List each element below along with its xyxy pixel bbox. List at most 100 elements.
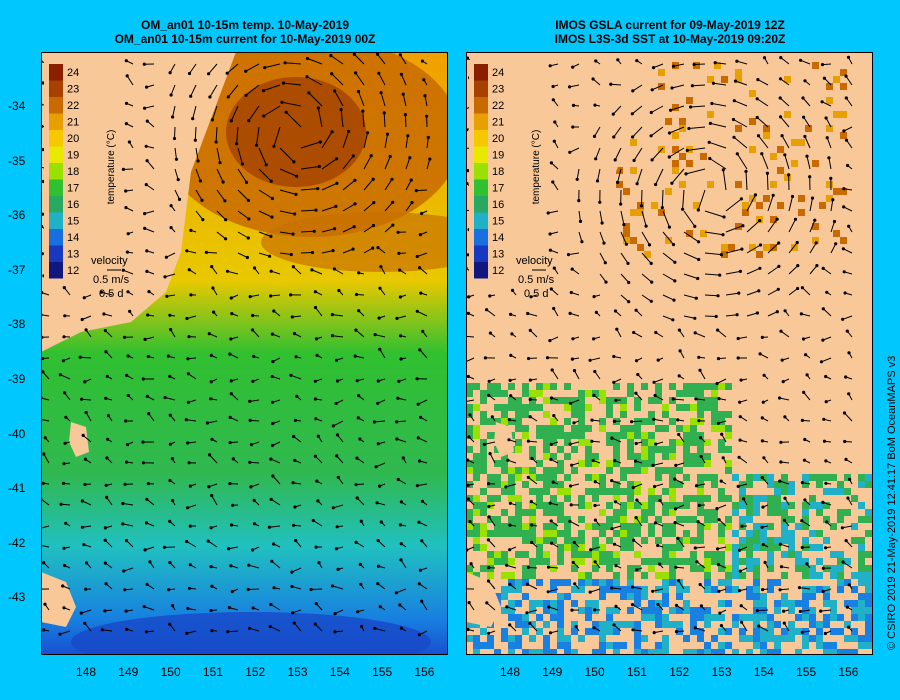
current-arrow-head <box>185 316 189 321</box>
current-arrow-head <box>568 311 572 315</box>
sst-pixel <box>753 495 760 502</box>
right-colorbar-tick: 24 <box>492 67 504 79</box>
sst-pixel <box>508 404 515 411</box>
sst-pixel <box>781 593 788 600</box>
current-arrow <box>809 198 813 212</box>
current-arrow-head <box>193 138 197 142</box>
current-arrow-head <box>696 208 700 212</box>
sst-pixel <box>501 509 508 516</box>
sst-pixel <box>798 139 805 146</box>
sst-pixel <box>788 488 795 495</box>
current-arrow-head <box>526 311 530 316</box>
sst-pixel <box>753 558 760 565</box>
sst-pixel <box>704 383 711 390</box>
sst-pixel <box>718 495 725 502</box>
left-colorbar-swatch <box>49 113 63 130</box>
current-arrow-head <box>83 457 87 461</box>
sst-pixel <box>620 432 627 439</box>
sst-pixel <box>613 572 620 579</box>
current-arrow-head <box>755 115 759 120</box>
current-arrow <box>194 126 197 141</box>
sst-pixel <box>711 474 718 481</box>
current-arrow-head <box>824 374 828 379</box>
sst-pixel <box>599 579 606 586</box>
current-arrow <box>662 315 673 321</box>
current-arrow-head <box>693 546 697 550</box>
current-arrow <box>699 369 706 380</box>
sst-pixel <box>760 593 767 600</box>
sst-pixel <box>858 600 865 607</box>
current-arrow <box>611 437 622 443</box>
current-arrow-head <box>677 374 681 378</box>
current-arrow-head <box>395 420 399 424</box>
left-current-arrows <box>41 52 432 637</box>
right-velocity-time: 0.5 d <box>524 288 548 300</box>
current-arrow-head <box>552 414 556 418</box>
sst-pixel <box>833 188 840 195</box>
sst-pixel <box>571 425 578 432</box>
current-arrow-head <box>684 172 688 176</box>
current-arrow-head <box>842 411 847 415</box>
current-arrow-head <box>121 167 125 171</box>
current-arrow <box>745 171 748 191</box>
current-arrow-head <box>143 226 147 230</box>
right-colorbar-tick: 19 <box>492 150 504 162</box>
current-arrow-head <box>395 316 399 320</box>
current-arrow-head <box>289 293 293 297</box>
current-arrow-head <box>673 507 678 511</box>
current-arrow-head <box>486 538 490 542</box>
sst-pixel <box>529 635 536 642</box>
sst-pixel <box>557 558 564 565</box>
current-arrow <box>806 156 811 170</box>
sst-pixel <box>466 404 473 411</box>
current-arrow-head <box>396 396 400 400</box>
current-arrow <box>258 168 272 182</box>
current-arrow-head <box>796 286 800 291</box>
sst-pixel <box>739 635 746 642</box>
current-arrow <box>227 84 239 98</box>
sst-pixel <box>571 544 578 551</box>
sst-pixel <box>529 600 536 607</box>
sst-pixel <box>823 502 830 509</box>
sst-pixel <box>774 635 781 642</box>
current-arrow <box>190 84 197 97</box>
current-arrow <box>725 248 743 254</box>
sst-pixel <box>501 488 508 495</box>
sst-pixel <box>466 621 473 628</box>
current-arrow-head <box>577 199 581 203</box>
current-arrow-head <box>613 459 617 463</box>
sst-pixel <box>704 558 711 565</box>
current-arrow <box>237 231 249 239</box>
current-arrow <box>186 541 197 548</box>
sst-pixel <box>515 467 522 474</box>
current-arrow-head <box>823 631 827 636</box>
sst-pixel <box>599 551 606 558</box>
sst-pixel <box>676 593 683 600</box>
current-arrow-head <box>123 482 127 486</box>
current-arrow-head <box>488 294 492 298</box>
sst-pixel <box>781 481 788 488</box>
sst-pixel <box>648 446 655 453</box>
sst-pixel <box>788 621 795 628</box>
current-arrow-head <box>105 495 109 499</box>
sst-pixel <box>522 628 529 635</box>
current-arrow <box>704 231 724 236</box>
current-arrow-head <box>508 523 512 527</box>
sst-pixel <box>494 418 501 425</box>
current-arrow <box>80 356 92 359</box>
current-arrow <box>809 242 817 254</box>
right-current-arrows <box>466 55 853 636</box>
current-arrow-head <box>295 394 299 398</box>
current-arrow-head <box>419 291 423 295</box>
sst-pixel <box>865 565 872 572</box>
sst-pixel <box>697 383 704 390</box>
current-arrow-head <box>528 397 532 402</box>
sst-pixel <box>543 411 550 418</box>
current-arrow <box>354 54 365 65</box>
sst-pixel <box>487 495 494 502</box>
current-arrow <box>635 517 643 527</box>
current-arrow-head <box>551 84 555 89</box>
right-title-line2: IMOS L3S-3d SST at 10-May-2019 09:20Z <box>554 32 786 46</box>
current-arrow-head <box>169 93 173 97</box>
current-arrow-head <box>467 295 471 299</box>
